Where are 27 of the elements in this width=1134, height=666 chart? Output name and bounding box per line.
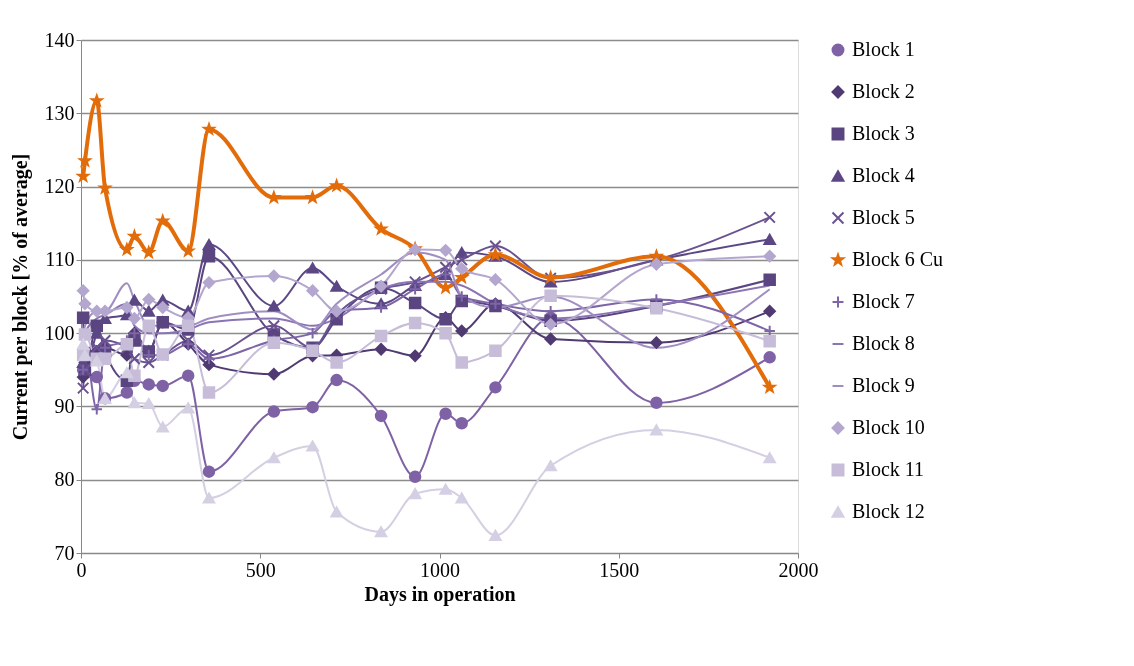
legend-label: Block 1	[852, 38, 915, 60]
y-axis-title: Current per block [% of average]	[8, 153, 32, 441]
legend-label: Block 3	[852, 122, 915, 144]
x-axis-title: Days in operation	[364, 582, 516, 606]
legend-label: Block 11	[852, 458, 925, 480]
x-tick-label: 500	[245, 558, 276, 581]
legend-label: Block 2	[852, 80, 915, 102]
y-tick-label: 90	[54, 394, 75, 417]
x-tick-label: 0	[76, 558, 87, 581]
legend-label: Block 12	[852, 500, 925, 522]
y-tick-label: 130	[44, 101, 75, 124]
y-tick-label: 100	[44, 321, 75, 344]
y-tick-label: 140	[44, 28, 75, 51]
legend-label: Block 8	[852, 332, 915, 354]
legend-label: Block 9	[852, 374, 915, 396]
y-tick-label: 70	[54, 541, 75, 564]
y-tick-label: 80	[54, 468, 75, 491]
x-tick-label: 1500	[599, 558, 640, 581]
y-tick-label: 120	[44, 175, 75, 198]
legend-label: Block 5	[852, 206, 915, 228]
legend-label: Block 10	[852, 416, 925, 438]
legend-label: Block 4	[852, 164, 915, 186]
x-tick-label: 2000	[778, 558, 819, 581]
legend-label: Block 6 Cu	[852, 248, 944, 270]
x-tick-label: 1000	[420, 558, 460, 581]
legend-label: Block 7	[852, 290, 915, 312]
y-tick-label: 110	[45, 248, 75, 271]
